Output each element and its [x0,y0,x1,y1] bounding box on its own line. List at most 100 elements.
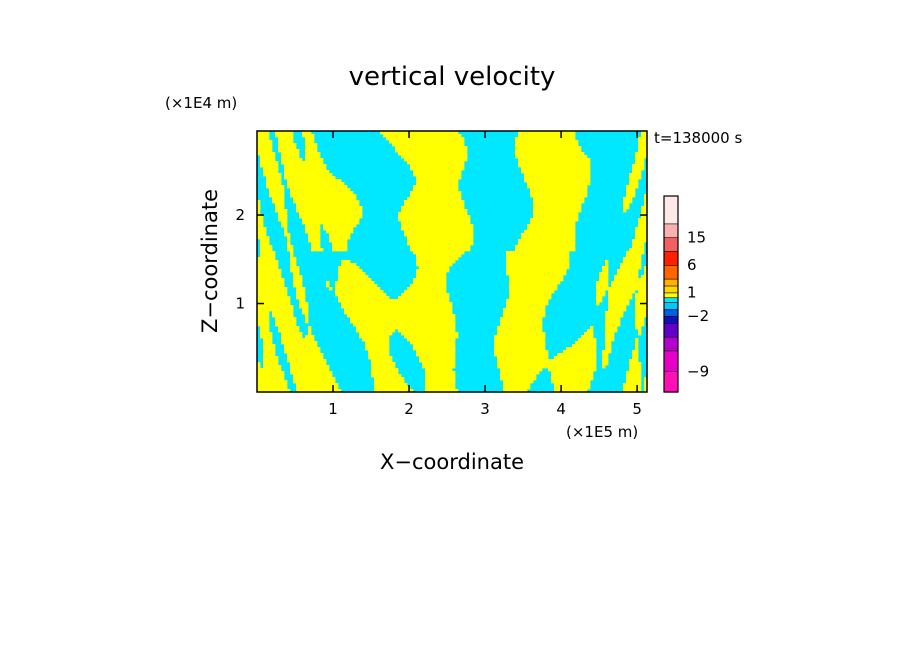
field-cell-3971 [521,314,525,318]
field-cell-3215 [524,284,528,288]
field-cell-450 [311,152,315,156]
field-cell-1241 [434,188,438,192]
field-cell-2432 [332,245,336,249]
field-cell-3345 [380,290,384,294]
field-cell-35 [446,131,450,135]
field-cell-1014 [584,176,588,180]
field-cell-2521 [530,248,534,252]
field-cell-3406 [344,293,348,297]
field-cell-1459 [572,197,576,201]
field-cell-116 [566,134,570,138]
field-cell-4669 [368,347,372,351]
field-cell-4183 [533,323,537,327]
field-cell-4334 [296,332,300,336]
field-cell-3663 [434,302,438,306]
field-cell-158 [461,137,465,141]
field-cell-3222 [545,284,549,288]
field-cell-3235 [626,284,630,288]
field-cell-4010 [377,317,381,321]
field-cell-3591 [506,299,510,303]
field-cell-652 [314,161,318,165]
field-cell-1788 [551,212,555,216]
field-cell-3049 [344,278,348,282]
field-cell-3417 [377,293,381,297]
field-cell-2273 [440,236,444,240]
field-cell-2226 [527,233,531,237]
field-cell-4964 [437,359,441,363]
field-cell-2500 [422,248,426,252]
field-cell-4676 [413,347,417,351]
field-cell-2471 [557,245,561,249]
field-cell-2299 [566,236,570,240]
field-cell-3826 [521,308,525,312]
field-cell-2702 [425,260,429,264]
field-cell-2951 [533,272,537,276]
field-cell-3112 [299,281,303,285]
field-cell-300 [566,143,570,147]
field-cell-602 [449,158,453,162]
field-cell-948 [575,173,579,177]
field-cell-2061 [260,227,264,231]
field-cell-3554 [338,299,342,303]
field-cell-3727 [392,305,396,309]
field-cell-4073 [359,320,363,324]
field-cell-2884 [509,269,513,273]
field-cell-3572 [392,299,396,303]
field-cell-3412 [362,293,366,297]
field-cell-1607 [308,206,312,210]
field-cell-1104 [338,182,342,186]
field-cell-3031 [632,275,636,279]
field-cell-890 [632,170,636,174]
field-cell-4799 [302,353,306,357]
field-cell-512 [293,155,297,159]
field-cell-68 [287,134,291,138]
field-cell-2236 [557,233,561,237]
field-cell-3376 [599,290,603,294]
field-cell-2071 [329,227,333,231]
field-cell-871 [533,170,537,174]
field-cell-3841 [638,308,642,312]
field-cell-57 [572,131,576,135]
field-cell-604 [455,158,459,162]
field-cell-2595 [272,254,276,258]
field-cell-2759 [431,263,435,267]
field-cell-3553 [302,299,306,303]
field-cell-470 [449,152,453,156]
field-cell-1953 [350,221,354,225]
field-cell-2242 [635,233,639,237]
field-cell-4843 [545,353,549,357]
field-cell-2950 [530,272,534,276]
field-cell-1620 [347,206,351,210]
field-cell-1239 [428,188,432,192]
field-cell-3012 [533,275,537,279]
field-cell-2668 [530,257,534,261]
field-cell-3527 [596,296,600,300]
field-cell-2865 [341,269,345,273]
field-cell-3515 [515,296,519,300]
field-cell-4331 [287,332,291,336]
field-cell-3935 [365,314,369,318]
field-cell-2175 [557,230,561,234]
field-cell-3007 [518,275,522,279]
field-cell-1411 [305,197,309,201]
field-cell-145 [422,137,426,141]
field-cell-2451 [452,245,456,249]
field-cell-2758 [428,263,432,267]
field-cell-4429 [449,335,453,339]
field-cell-4482 [416,338,420,342]
field-cell-2890 [527,269,531,273]
field-cell-4483 [419,338,423,342]
field-cell-1308 [443,191,447,195]
field-cell-3282 [440,287,444,291]
field-cell-2563 [461,251,465,255]
field-cell-2237 [560,233,564,237]
field-cell-1155 [302,185,306,189]
field-cell-655 [407,161,411,165]
field-cell-3486 [359,296,363,300]
field-cell-3001 [437,275,441,279]
field-cell-2782 [554,263,558,267]
field-cell-1129 [554,182,558,186]
field-cell-2355 [557,239,561,243]
field-cell-200 [404,140,408,144]
field-cell-4461 [287,338,291,342]
